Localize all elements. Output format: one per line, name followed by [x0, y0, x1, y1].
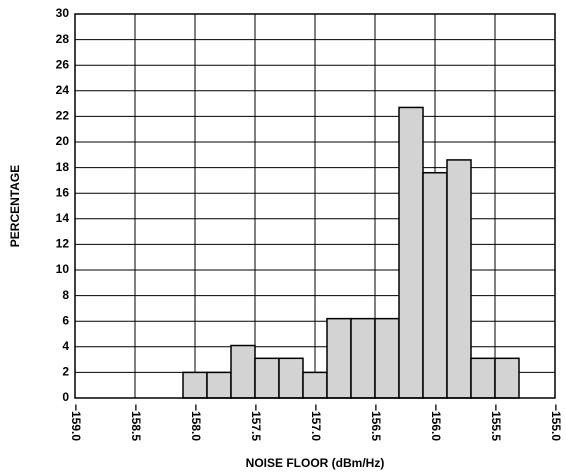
- x-tick-label: −158.5: [129, 404, 143, 441]
- y-tick-label: 4: [62, 339, 69, 353]
- x-tick-label: −156.0: [429, 404, 443, 441]
- y-tick-label: 16: [56, 185, 70, 199]
- y-axis-label: PERCENTAGE: [8, 165, 22, 247]
- y-tick-label: 22: [56, 109, 70, 123]
- y-tick-label: 26: [56, 57, 70, 71]
- y-tick-label: 8: [62, 288, 69, 302]
- bar: [206, 371, 232, 399]
- y-tick-label: 10: [56, 262, 70, 276]
- bar: [350, 317, 376, 399]
- bar: [398, 106, 424, 399]
- x-tick-label: −157.5: [249, 404, 263, 441]
- plot-frame: [74, 13, 556, 399]
- bar: [182, 371, 208, 399]
- y-tick-label: 30: [56, 6, 70, 20]
- x-tick-label: −157.0: [309, 404, 323, 441]
- x-tick-label: −158.0: [189, 404, 203, 441]
- x-tick-label: −155.0: [549, 404, 563, 441]
- y-tick-label: 2: [62, 365, 69, 379]
- x-tick-label: −159.0: [69, 404, 83, 441]
- x-axis-label: NOISE FLOOR (dBm/Hz): [246, 456, 385, 470]
- bar: [422, 171, 448, 399]
- y-tick-label: 6: [62, 313, 69, 327]
- y-tick-label: 20: [56, 134, 70, 148]
- y-tick-label: 28: [56, 32, 70, 46]
- bar: [278, 357, 304, 399]
- bar: [230, 344, 256, 399]
- bar: [326, 317, 352, 399]
- y-tick-label: 12: [56, 237, 70, 251]
- x-tick-label: −155.5: [489, 404, 503, 441]
- bar: [494, 357, 520, 399]
- bar: [446, 159, 472, 399]
- y-tick-label: 0: [62, 390, 69, 404]
- bar: [374, 317, 400, 399]
- x-tick-label: −156.5: [369, 404, 383, 441]
- bar: [254, 357, 280, 399]
- bar: [302, 371, 328, 399]
- y-tick-label: 24: [56, 83, 70, 97]
- y-tick-label: 18: [56, 160, 70, 174]
- bar: [470, 357, 496, 399]
- y-tick-label: 14: [56, 211, 70, 225]
